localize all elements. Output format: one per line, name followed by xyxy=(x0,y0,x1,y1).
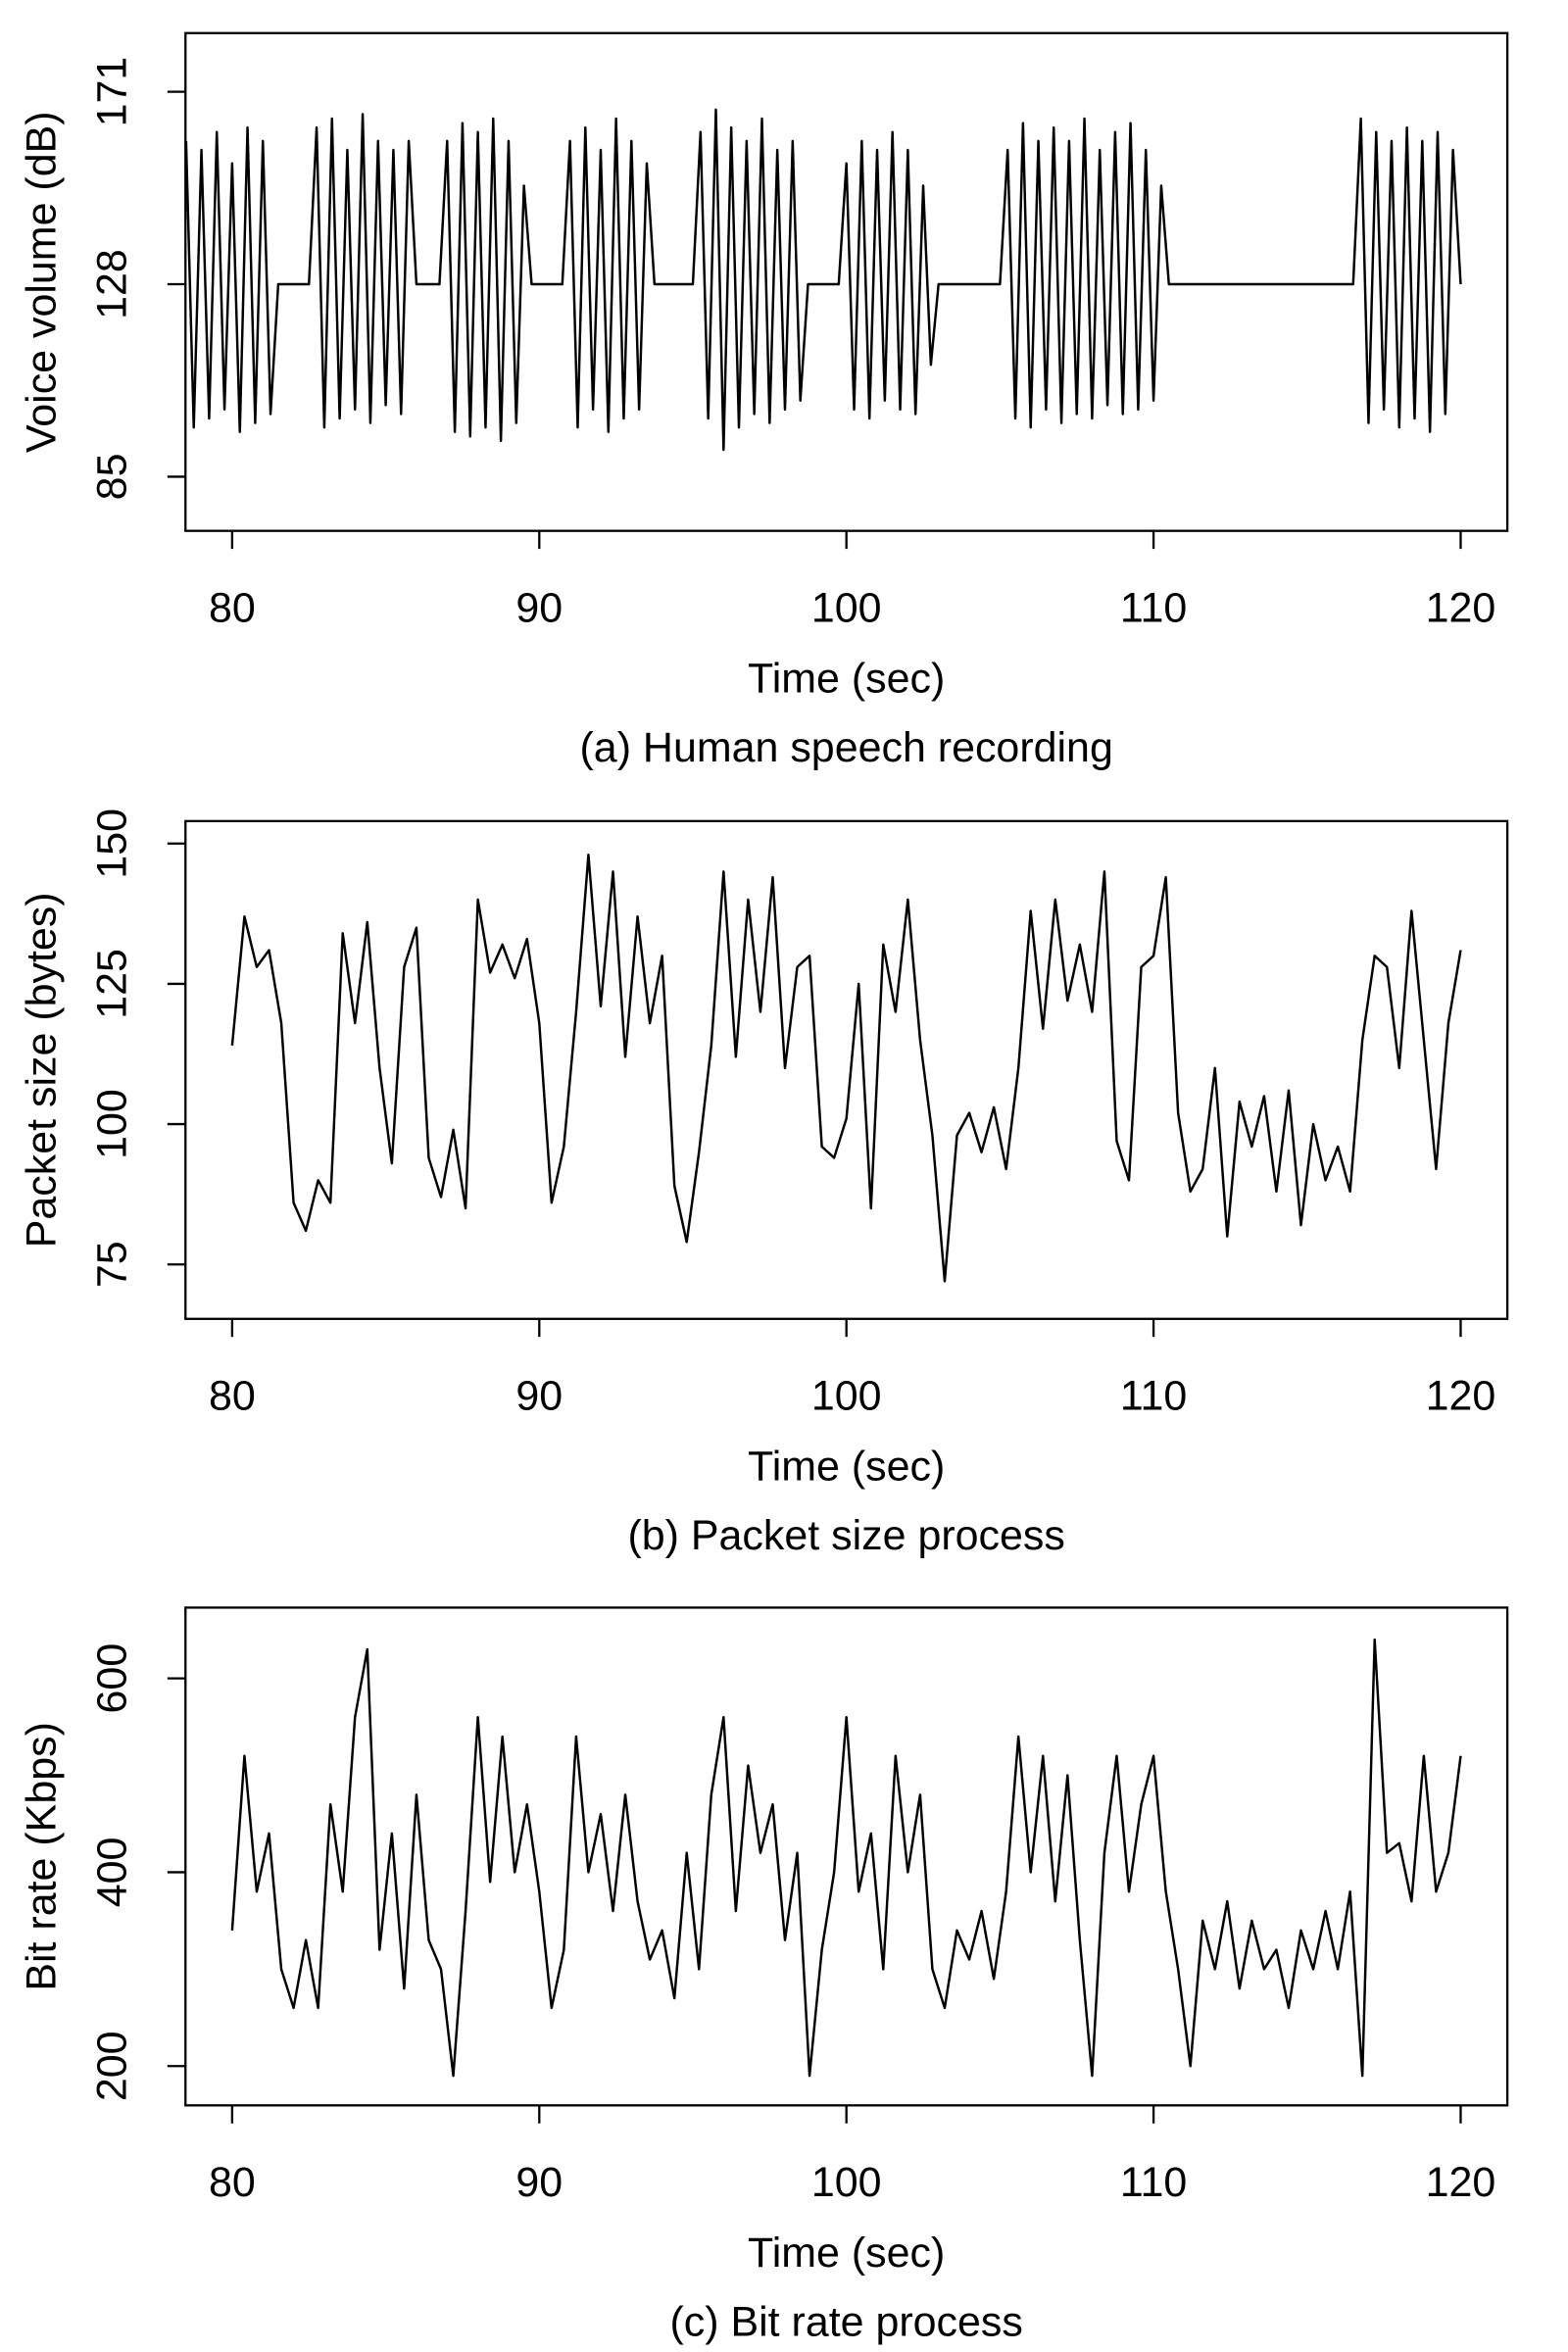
x-tick-label: 80 xyxy=(209,2159,256,2206)
x-tick-label: 90 xyxy=(515,584,563,631)
y-tick-label: 400 xyxy=(88,1838,135,1908)
panel-caption: (b) Packet size process xyxy=(627,1512,1064,1559)
plot-frame xyxy=(184,1606,1509,2107)
x-tick-label: 100 xyxy=(811,2159,882,2206)
x-tick-label: 100 xyxy=(811,584,882,631)
x-tick-label: 120 xyxy=(1426,2159,1496,2206)
x-tick-label: 120 xyxy=(1426,584,1496,631)
y-tick-label: 200 xyxy=(88,2031,135,2101)
y-tick-label: 125 xyxy=(88,949,135,1019)
x-tick-label: 80 xyxy=(209,1372,256,1419)
data-line xyxy=(184,108,1462,452)
x-axis-label: Time (sec) xyxy=(748,2230,945,2277)
y-tick-label: 150 xyxy=(88,808,135,879)
y-tick-label: 100 xyxy=(88,1089,135,1159)
data-line xyxy=(230,1638,1462,2078)
plot-frame xyxy=(184,31,1509,532)
y-axis-label: Voice volume (dB) xyxy=(18,111,65,453)
x-tick-label: 80 xyxy=(209,584,256,631)
panel-caption: (c) Bit rate process xyxy=(669,2299,1022,2346)
y-tick-label: 85 xyxy=(88,454,135,501)
x-tick-label: 100 xyxy=(811,1372,882,1419)
x-tick-label: 110 xyxy=(1120,1372,1187,1419)
data-line xyxy=(230,853,1462,1283)
x-tick-label: 90 xyxy=(515,1372,563,1419)
x-tick-label: 110 xyxy=(1120,584,1187,631)
y-tick-label: 171 xyxy=(88,57,135,127)
panel-caption: (a) Human speech recording xyxy=(580,724,1113,771)
plot-frame xyxy=(184,819,1509,1320)
x-tick-label: 90 xyxy=(515,2159,563,2206)
y-axis-label: Packet size (bytes) xyxy=(18,892,65,1248)
y-tick-label: 600 xyxy=(88,1643,135,1714)
x-axis-label: Time (sec) xyxy=(748,1444,945,1491)
x-axis-label: Time (sec) xyxy=(748,655,945,702)
y-axis-label: Bit rate (Kbps) xyxy=(18,1722,65,1991)
y-tick-label: 128 xyxy=(88,249,135,319)
x-tick-label: 120 xyxy=(1426,1372,1496,1419)
x-tick-label: 110 xyxy=(1120,2159,1187,2206)
y-tick-label: 75 xyxy=(88,1241,135,1288)
